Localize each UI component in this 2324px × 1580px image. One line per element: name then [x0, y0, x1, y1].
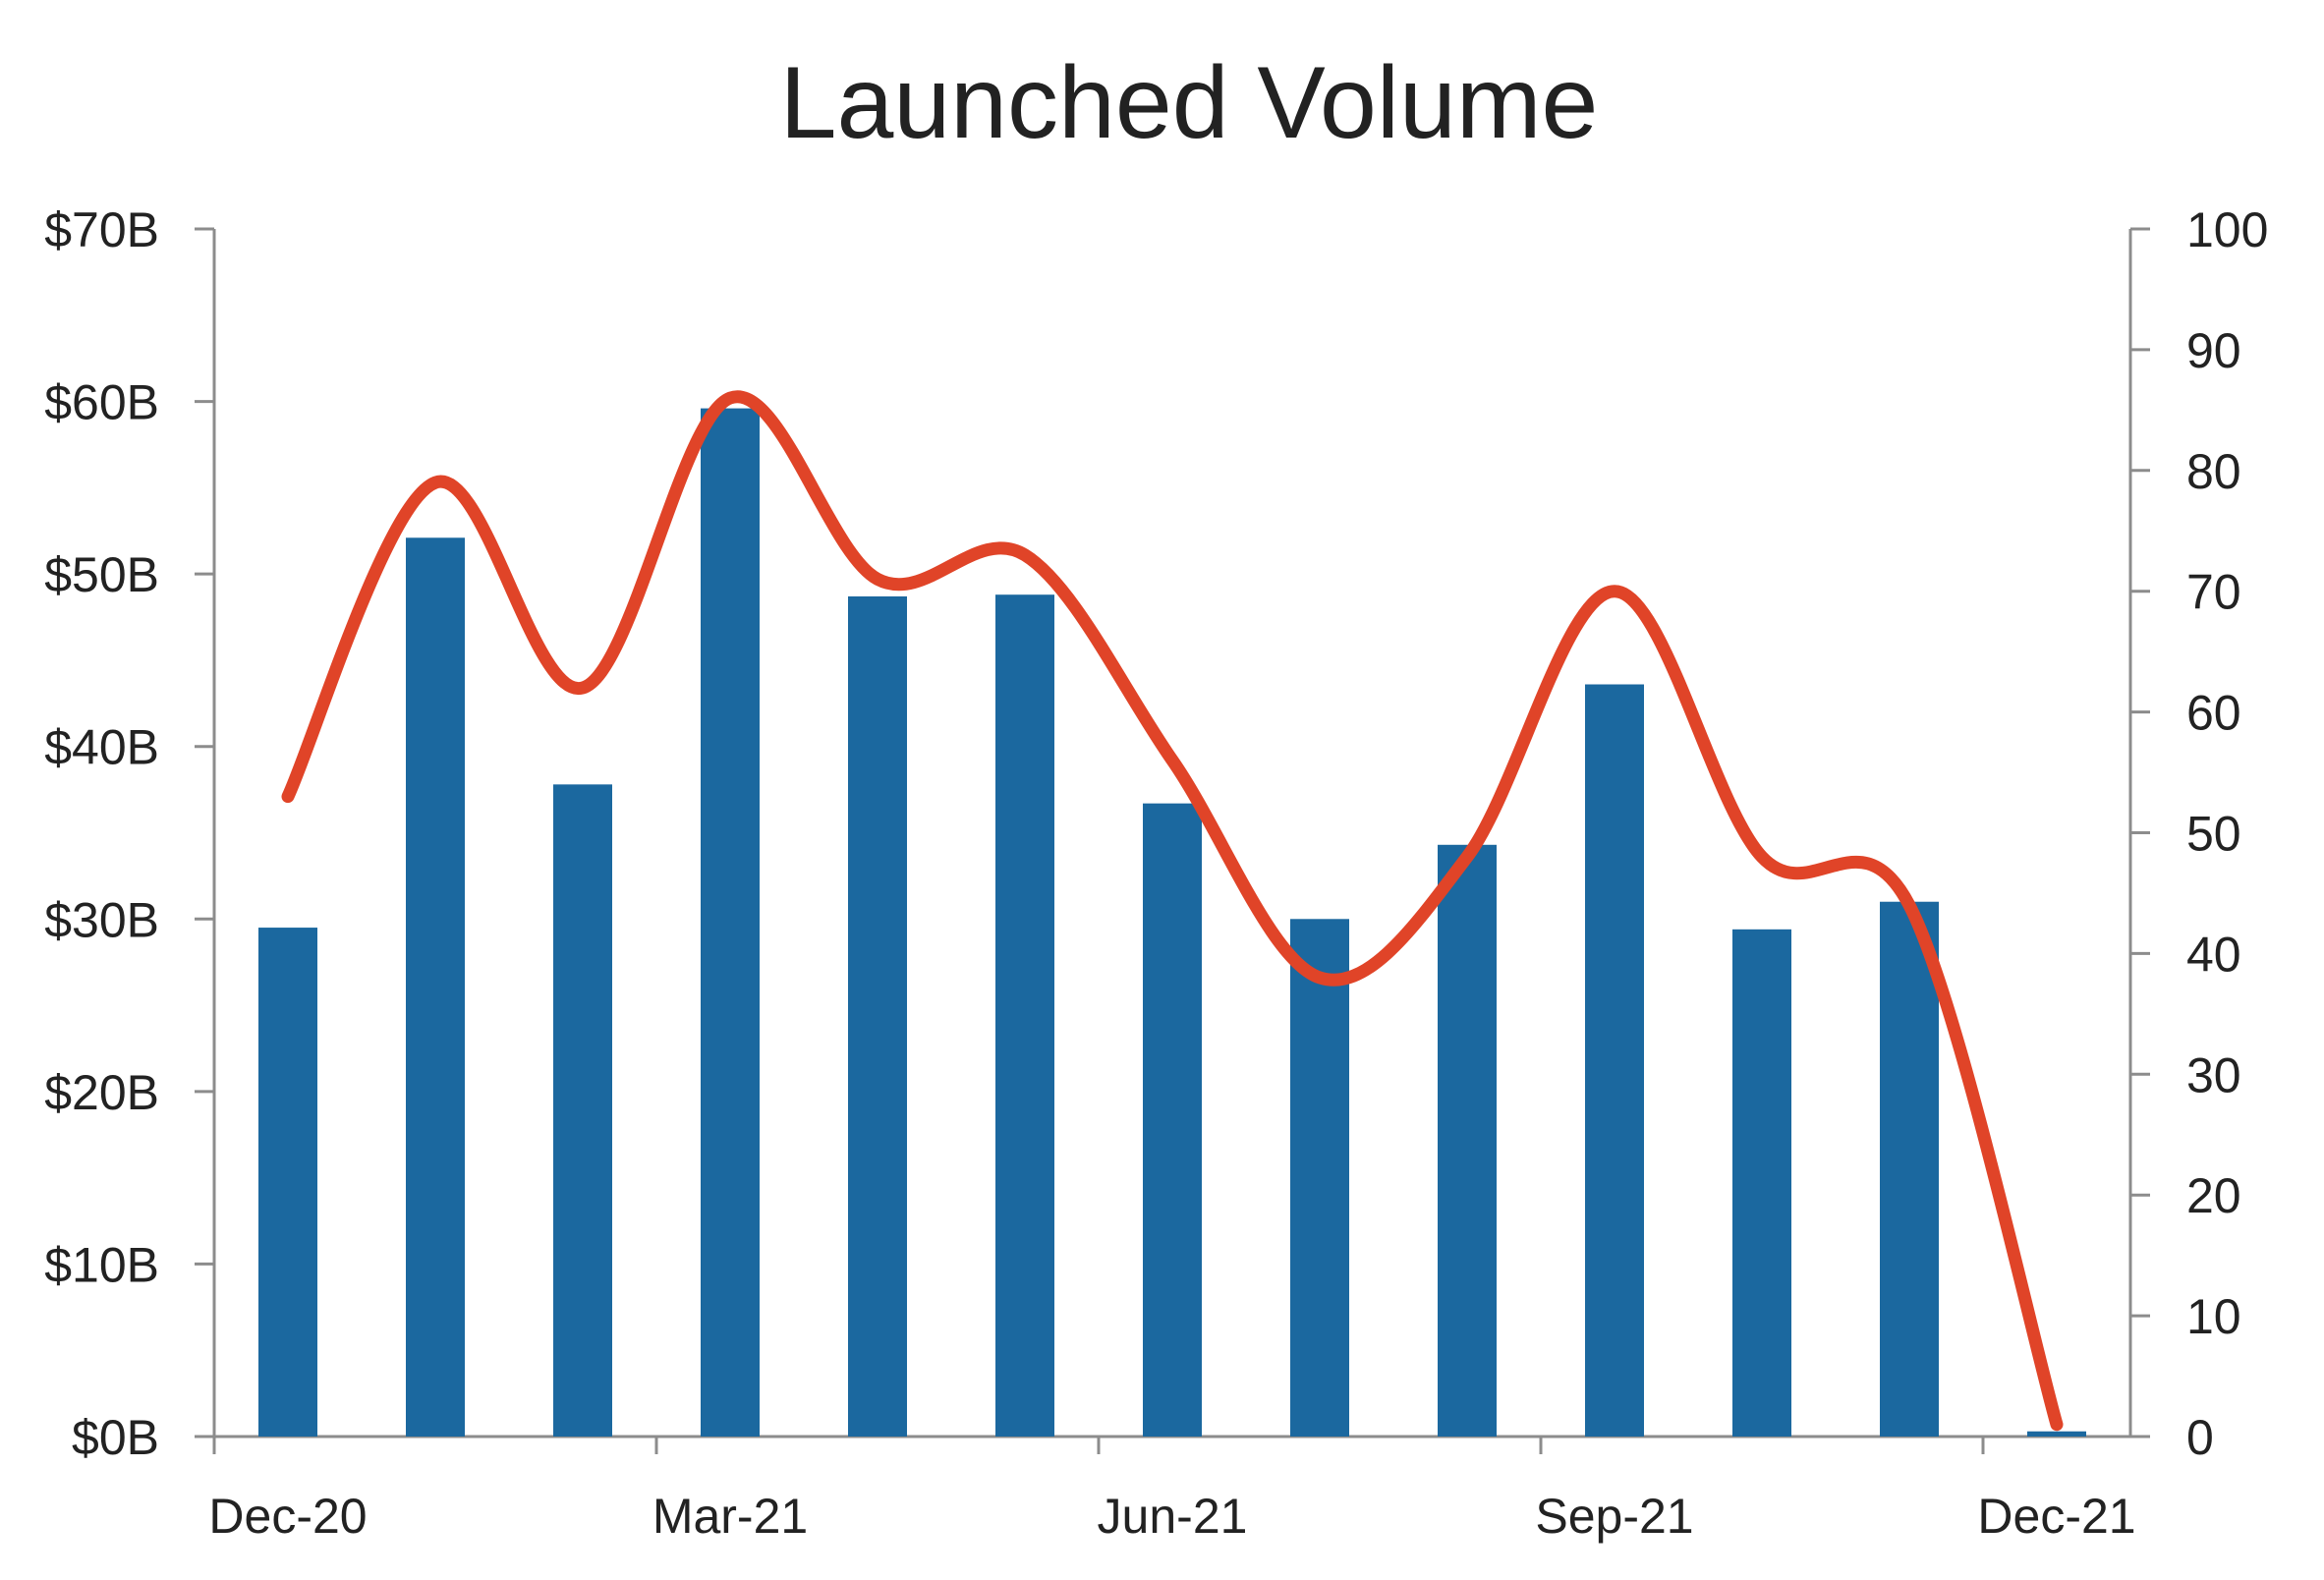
bar — [701, 408, 760, 1438]
bar — [848, 595, 907, 1437]
left-tick-label: $50B — [44, 547, 159, 602]
bar — [2027, 1431, 2086, 1437]
bar — [553, 784, 612, 1437]
bar — [1732, 929, 1791, 1437]
left-y-ticks: $0B $10B $20B $30B $40B $50B $60B $70B — [44, 202, 214, 1465]
bar — [1438, 844, 1497, 1437]
bar — [995, 594, 1054, 1437]
right-tick-label: 20 — [2186, 1168, 2241, 1223]
bar — [406, 537, 465, 1437]
left-tick-label: $40B — [44, 720, 159, 775]
right-tick-label: 80 — [2186, 444, 2241, 499]
count-line — [281, 390, 2064, 1432]
left-tick-label: $70B — [44, 202, 159, 257]
right-tick-label: 0 — [2186, 1410, 2214, 1465]
left-tick-label: $10B — [44, 1237, 159, 1292]
bar — [1143, 803, 1202, 1437]
left-tick-label: $60B — [44, 375, 159, 430]
right-tick-label: 30 — [2186, 1047, 2241, 1102]
right-tick-label: 50 — [2186, 807, 2241, 862]
bar — [1585, 684, 1644, 1437]
right-tick-label: 70 — [2186, 565, 2241, 620]
x-tick-label: Jun-21 — [1098, 1489, 1248, 1544]
right-tick-label: 40 — [2186, 927, 2241, 982]
x-tick-label: Mar-21 — [652, 1489, 808, 1544]
bar — [1880, 901, 1939, 1437]
left-tick-label: $20B — [44, 1065, 159, 1120]
left-tick-label: $0B — [72, 1410, 159, 1465]
right-tick-label: 10 — [2186, 1289, 2241, 1344]
right-tick-label: 60 — [2186, 686, 2241, 741]
chart-title: Launched Volume — [780, 46, 1599, 160]
right-y-ticks: 0 10 20 30 40 50 60 70 80 90 100 — [2130, 202, 2268, 1465]
x-tick-label: Dec-20 — [208, 1489, 367, 1544]
right-tick-label: 90 — [2186, 323, 2241, 378]
bar — [1290, 919, 1349, 1437]
volume-bars — [258, 408, 2086, 1438]
left-tick-label: $30B — [44, 892, 159, 947]
right-tick-label: 100 — [2186, 202, 2268, 257]
bar — [258, 928, 317, 1437]
x-tick-label: Sep-21 — [1535, 1489, 1693, 1544]
x-ticks: Dec-20 Mar-21 Jun-21 Sep-21 Dec-21 — [208, 1437, 2136, 1544]
x-tick-label: Dec-21 — [1977, 1489, 2135, 1544]
